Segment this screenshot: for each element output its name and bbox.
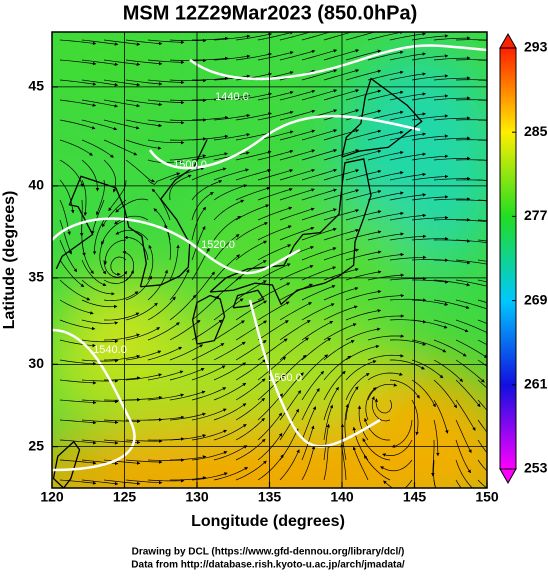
x-axis-label: Longitude (degrees)	[191, 513, 345, 530]
y-tick-label: 25	[28, 437, 44, 453]
colorbar-tick-label: 253	[524, 460, 548, 476]
colorbar-tick-label: 269	[524, 291, 548, 307]
y-tick-label: 35	[28, 269, 44, 285]
x-tick-label: 130	[185, 489, 209, 505]
y-tick-label: 45	[28, 78, 44, 94]
colorbar-tick-label: 293	[524, 39, 548, 55]
x-tick-label: 125	[113, 489, 137, 505]
colorbar-body	[500, 48, 516, 469]
contour-label: 1520.0	[201, 239, 235, 251]
y-tick-label: 30	[28, 355, 44, 371]
colorbar: 253 261 269 277 285 293	[500, 34, 548, 483]
colorbar-tick-label: 277	[524, 207, 548, 223]
x-tick-label: 120	[40, 489, 64, 505]
contour-label: 1540.0	[93, 344, 127, 356]
y-tick-label: 40	[28, 177, 44, 193]
title: MSM 12Z29Mar2023 (850.0hPa)	[123, 2, 418, 24]
credit: Drawing by DCL (https://www.gfd-dennou.o…	[132, 547, 405, 558]
x-tick-label: 135	[258, 489, 282, 505]
x-tick-label: 150	[475, 489, 499, 505]
contour-label: 1440.0	[215, 91, 249, 103]
colorbar-bottom	[500, 469, 516, 483]
colorbar-tick-label: 261	[524, 376, 548, 392]
contour-label: 1500.0	[173, 159, 207, 171]
colorbar-tick-label: 285	[524, 123, 548, 139]
colorbar-top	[500, 34, 516, 48]
field	[0, 20, 548, 535]
credit: Data from http://database.rish.kyoto-u.a…	[131, 560, 405, 571]
x-tick-label: 145	[403, 489, 427, 505]
y-axis-label: Latitude (degrees)	[1, 191, 18, 330]
x-tick-label: 140	[330, 489, 354, 505]
contour-label: 1560.0	[268, 372, 302, 384]
